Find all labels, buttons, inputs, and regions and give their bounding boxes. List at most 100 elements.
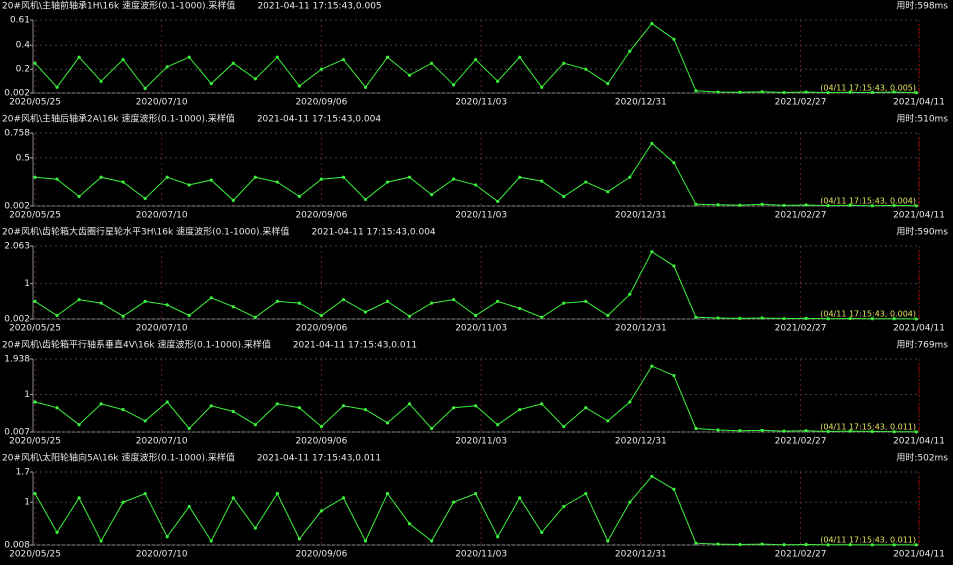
data-point	[99, 175, 103, 179]
y-tick-label: 1.938	[4, 355, 30, 365]
data-point	[275, 402, 279, 406]
data-point	[496, 299, 500, 303]
chart-title: 20#风机\主轴前轴承1H\16k 速度波形(0.1-1000).采样值	[2, 0, 235, 12]
data-point	[165, 535, 169, 539]
data-point	[297, 301, 301, 305]
data-point	[165, 400, 169, 404]
data-point	[804, 203, 808, 207]
data-point	[33, 61, 37, 65]
data-point	[870, 543, 874, 547]
trend-line	[34, 251, 917, 320]
x-tick-label: 2020/09/06	[295, 324, 347, 334]
elapsed-time: 用时:598ms	[896, 0, 948, 12]
data-point	[121, 314, 125, 318]
data-point	[429, 193, 434, 197]
data-point	[341, 58, 346, 62]
data-point	[165, 303, 169, 307]
data-point	[429, 301, 434, 305]
data-point	[231, 61, 235, 65]
data-point	[848, 543, 852, 547]
data-point	[650, 250, 654, 254]
data-point	[77, 55, 81, 59]
data-point	[341, 404, 346, 408]
x-tick-label: 2021/04/11	[893, 550, 945, 560]
data-point	[782, 543, 786, 547]
data-point	[518, 496, 522, 500]
x-tick-label: 2020/11/03	[455, 98, 507, 108]
x-tick-label: 2020/07/10	[136, 324, 188, 334]
cursor-annotation: (04/11 17:15:43, 0.004)	[820, 310, 916, 319]
data-point	[628, 400, 632, 404]
data-point	[914, 91, 918, 95]
x-tick-label: 2021/04/11	[893, 211, 945, 221]
data-point	[782, 90, 786, 95]
data-point	[540, 530, 544, 535]
x-tick-label: 2020/11/03	[455, 437, 507, 447]
data-point	[892, 90, 896, 94]
elapsed-time: 用时:590ms	[896, 226, 948, 238]
data-point	[121, 58, 125, 62]
trend-line	[34, 365, 917, 433]
y-tick-label: 0.4	[16, 41, 31, 51]
data-point	[407, 402, 412, 406]
data-point	[584, 180, 588, 184]
x-tick-label: 2021/02/27	[775, 324, 827, 334]
data-point	[738, 316, 742, 320]
data-point	[584, 299, 588, 303]
data-point	[760, 202, 764, 206]
data-point	[606, 419, 610, 423]
data-point	[892, 317, 896, 321]
x-tick-label: 2020/09/06	[295, 98, 347, 108]
data-point	[782, 203, 786, 208]
data-point	[562, 504, 566, 509]
data-point	[562, 194, 566, 199]
data-point	[496, 79, 500, 83]
y-tick-label: 0.5	[16, 153, 30, 163]
data-point	[451, 83, 456, 87]
data-point	[892, 430, 896, 434]
data-point	[55, 177, 59, 181]
data-point	[562, 424, 566, 429]
x-tick-label: 2021/04/11	[893, 437, 945, 447]
data-point	[429, 61, 434, 65]
data-point	[231, 198, 235, 202]
data-point	[870, 429, 874, 434]
data-point	[870, 317, 874, 321]
x-tick-label: 2020/05/25	[9, 437, 61, 447]
x-tick-label: 2020/12/31	[615, 550, 667, 560]
data-point	[341, 175, 346, 179]
x-tick-label: 2020/09/06	[295, 437, 347, 447]
data-point	[77, 297, 81, 302]
data-point	[892, 203, 896, 208]
data-point	[738, 429, 742, 433]
data-point	[694, 202, 698, 206]
cursor-annotation: (04/11 17:15:43, 0.005)	[820, 84, 916, 93]
data-point	[99, 301, 103, 305]
y-tick-label: 1	[24, 279, 30, 289]
x-tick-label: 2020/07/10	[136, 550, 188, 560]
data-point	[694, 89, 698, 93]
data-point	[55, 530, 59, 535]
chart-subtitle: 2021-04-11 17:15:43,0.004	[257, 115, 381, 125]
data-point	[628, 49, 632, 53]
data-point	[121, 407, 125, 412]
data-point	[474, 491, 478, 496]
y-tick-label: 0.007	[4, 428, 30, 438]
x-tick-label: 2020/09/06	[295, 550, 347, 560]
x-tick-label: 2020/12/31	[615, 437, 667, 447]
chart-title: 20#风机\齿轮箱大齿圈行星轮水平3H\16k 速度波形(0.1-1000).采…	[2, 226, 289, 238]
data-point	[518, 55, 522, 59]
data-point	[496, 423, 500, 427]
data-point	[451, 406, 456, 410]
data-point	[33, 299, 37, 303]
data-point	[187, 504, 191, 509]
y-tick-label: 0.002	[4, 89, 30, 99]
x-tick-label: 2021/02/27	[775, 437, 827, 447]
data-point	[716, 542, 720, 546]
y-tick-label: 0.758	[4, 129, 30, 139]
x-tick-label: 2020/11/03	[455, 550, 507, 560]
x-tick-label: 2020/11/03	[455, 211, 507, 221]
data-point	[55, 406, 59, 410]
data-point	[451, 500, 456, 504]
data-point	[804, 542, 808, 547]
